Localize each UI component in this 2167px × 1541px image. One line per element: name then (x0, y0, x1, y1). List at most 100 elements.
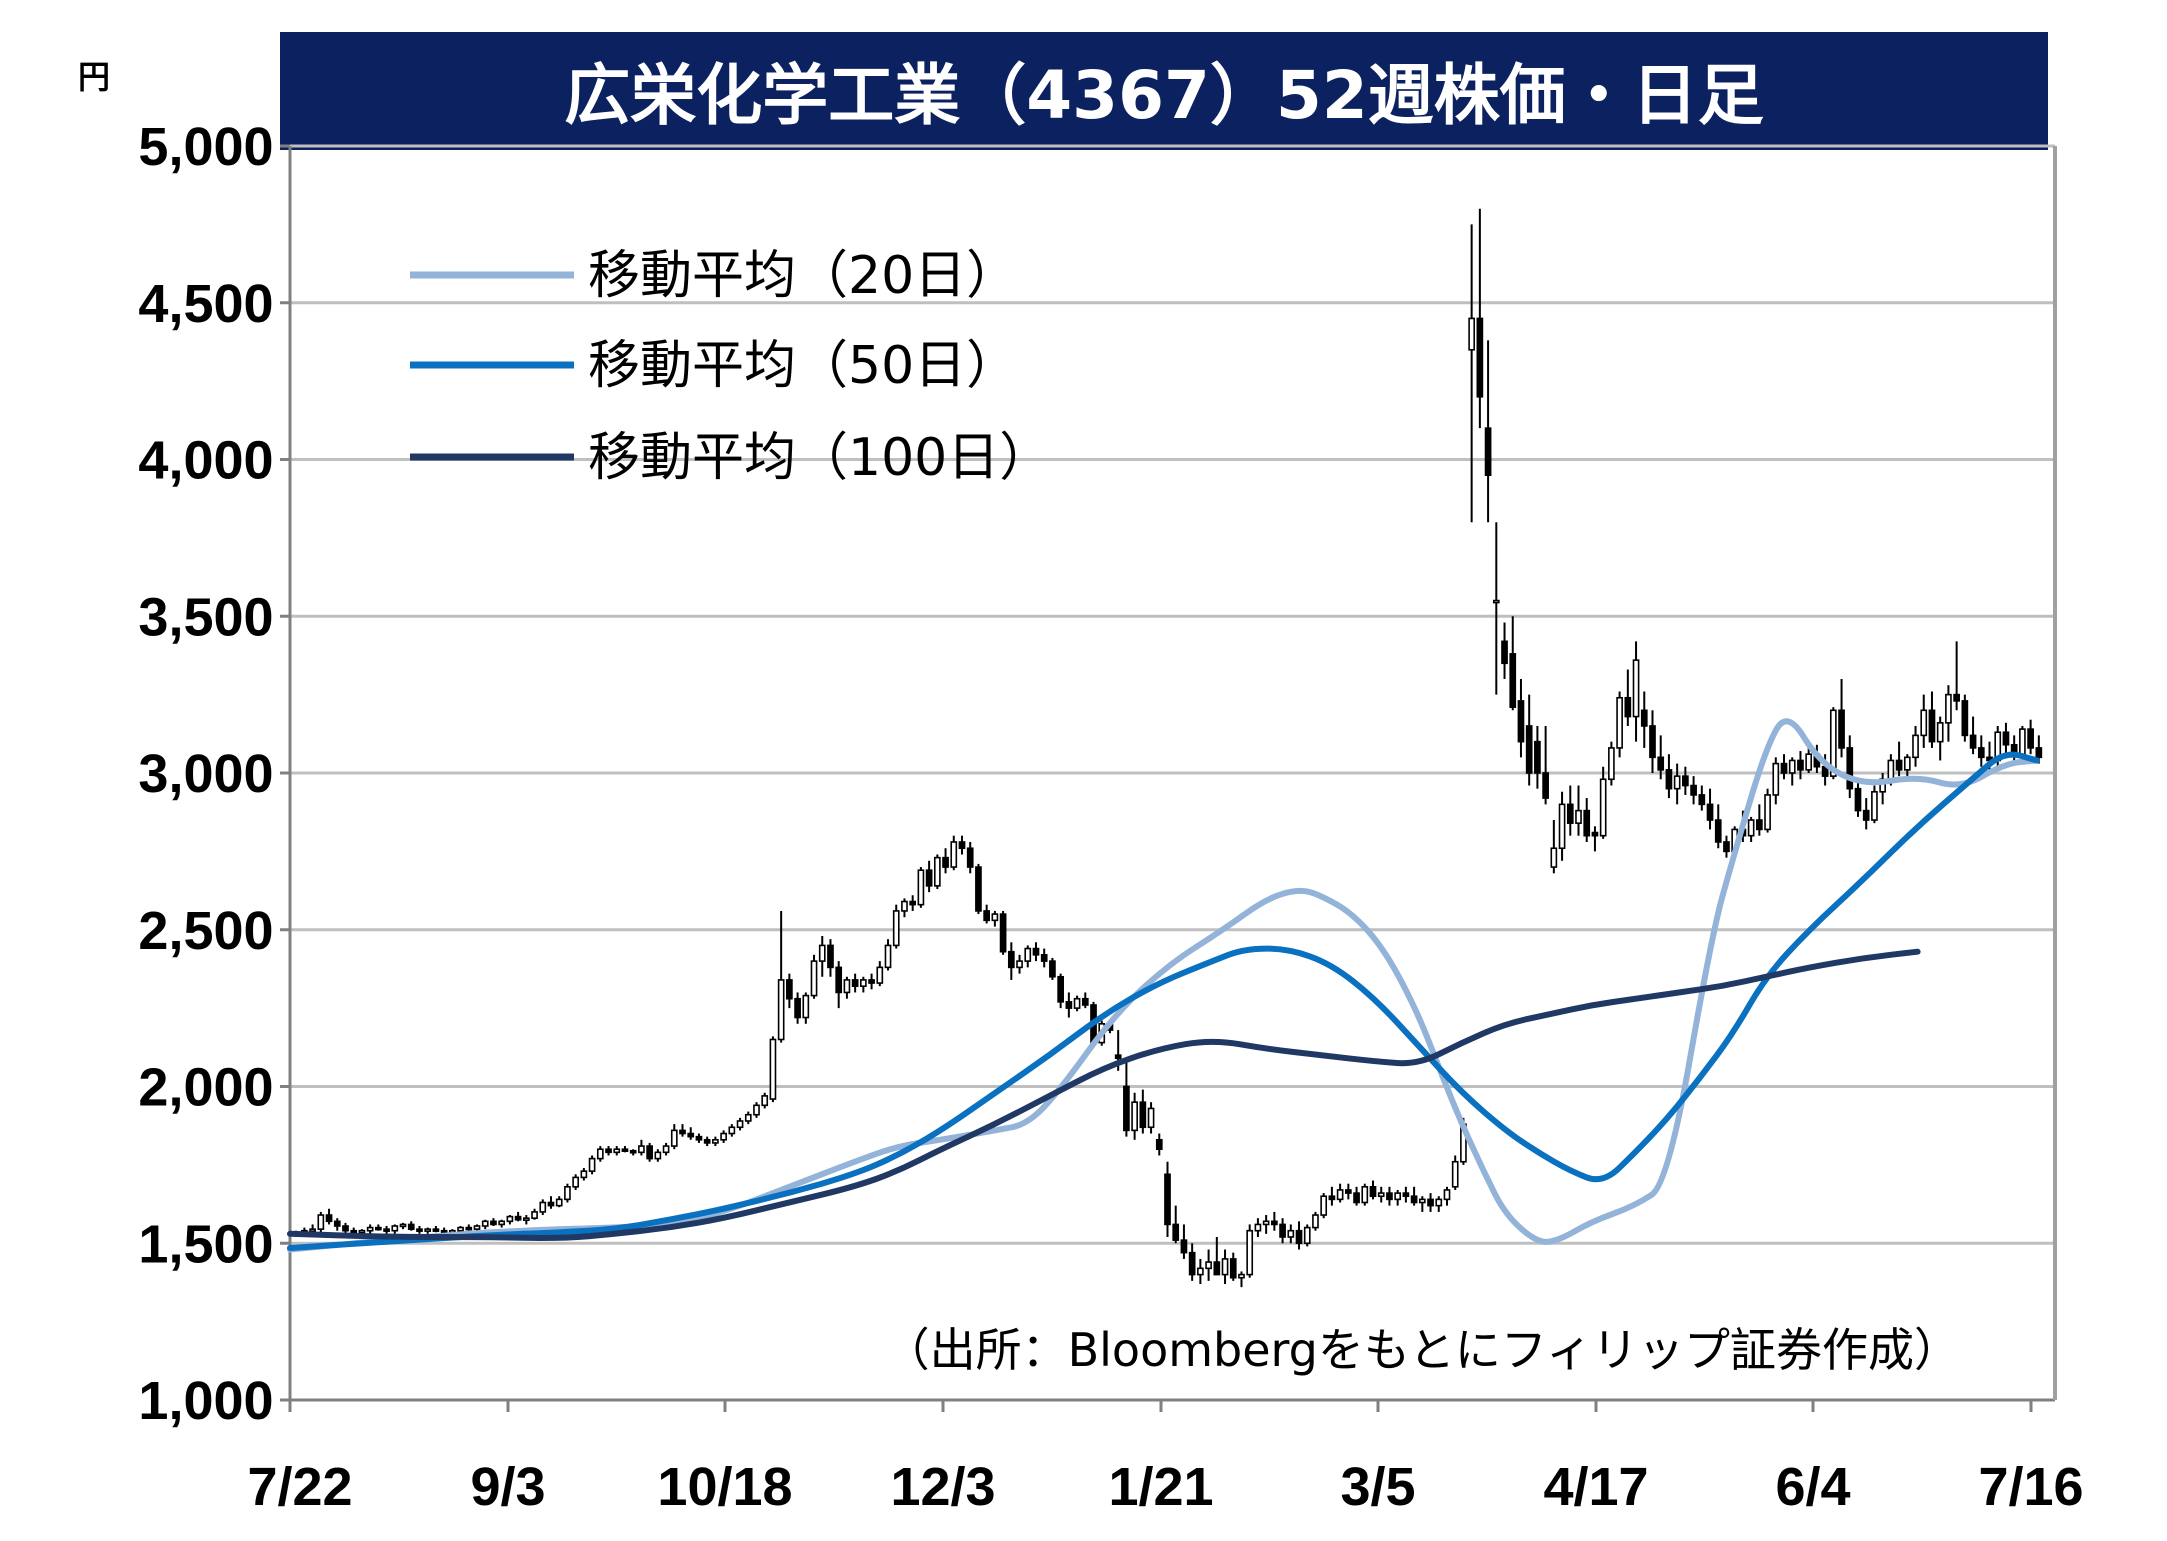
candle-body (1690, 784, 1697, 796)
candle-body (1805, 753, 1813, 771)
candle-body (1418, 1198, 1426, 1204)
candle-body (860, 979, 867, 987)
candle-body (605, 1148, 612, 1154)
candle-body (744, 1113, 752, 1122)
candle-body (1550, 847, 1558, 868)
candle-body (531, 1211, 538, 1219)
candle-body (2019, 728, 2026, 755)
candle-body (1764, 794, 1771, 831)
candle-body (1706, 803, 1714, 821)
y-tick-label: 3,000 (138, 744, 273, 804)
candle-body (1221, 1258, 1229, 1276)
candle-body (1197, 1267, 1204, 1276)
legend-label-ma100: 移動平均（100日） (588, 428, 1051, 488)
candle-body (835, 966, 843, 994)
candle-body (1180, 1239, 1188, 1254)
candle-body (621, 1148, 629, 1152)
candle-body (1213, 1261, 1221, 1276)
candle-body (514, 1215, 522, 1221)
candle-body (309, 1228, 316, 1232)
title-banner (280, 32, 2048, 150)
x-tick-label: 3/5 (1340, 1457, 1415, 1517)
y-unit-label: 円 (78, 58, 110, 96)
candle-body (1303, 1226, 1311, 1245)
candle-body (1723, 841, 1730, 853)
candle-body (2027, 728, 2034, 749)
candle-body (1829, 709, 1837, 777)
candle-body (1912, 734, 1919, 759)
candle-body (687, 1132, 695, 1138)
candle-body (1147, 1107, 1155, 1129)
candle-body (333, 1220, 341, 1227)
candle-body (580, 1170, 588, 1179)
candle-body (1468, 317, 1475, 351)
legend: 移動平均（20日） 移動平均（50日） 移動平均（100日） (410, 246, 1051, 488)
candle-body (786, 979, 793, 1000)
candle-body (1649, 725, 1656, 759)
candle-body (1484, 427, 1492, 476)
candle-body (440, 1229, 448, 1234)
candle-body (1780, 762, 1788, 774)
candle-body (391, 1225, 399, 1232)
candle-body (1073, 997, 1081, 1009)
x-tick-label: 6/4 (1775, 1457, 1850, 1517)
y-axis-ticks: 1,000 1,500 2,000 2,500 3,000 3,500 4,000 4,500… (138, 117, 290, 1431)
candle-body (901, 900, 908, 912)
candle-body (1698, 794, 1706, 806)
candle-body (1854, 787, 1862, 812)
candle-body (892, 910, 900, 947)
candle-body (1501, 640, 1508, 665)
candle-body (1476, 317, 1484, 398)
chart-title: 広栄化学工業（4367）52週株価・日足 (564, 57, 1764, 134)
candle-body (1344, 1189, 1352, 1194)
legend-label-ma50: 移動平均（50日） (588, 336, 1018, 396)
moving-average-lines (287, 718, 2040, 1253)
candle-body (473, 1225, 481, 1230)
candle-body (818, 944, 826, 962)
candle-body (1534, 740, 1541, 774)
candle-body (1451, 1160, 1459, 1188)
candle-body (1007, 950, 1015, 969)
candle-body (1254, 1223, 1262, 1232)
candle-body (1287, 1229, 1295, 1238)
candle-body (1246, 1229, 1254, 1276)
candle-body (1410, 1195, 1418, 1204)
candle-body (999, 913, 1007, 953)
x-tick-label: 1/21 (1108, 1457, 1213, 1517)
candle-body (703, 1138, 711, 1144)
candle-body (1608, 747, 1615, 781)
candle-body (810, 960, 818, 997)
plot-border (288, 146, 2057, 1402)
candle-body (547, 1201, 555, 1207)
x-tick-label: 7/22 (247, 1457, 352, 1517)
candle-body (1155, 1138, 1163, 1151)
candle-body (457, 1226, 464, 1232)
candle-body (1295, 1229, 1303, 1245)
candle-body (1936, 722, 1944, 743)
candle-body (1492, 599, 1500, 604)
candle-body (843, 979, 851, 994)
candle-body (1961, 700, 1969, 737)
candle-body (1920, 709, 1928, 737)
candle-body (966, 847, 974, 868)
candle-body (1172, 1223, 1180, 1241)
candle-body (1575, 809, 1582, 824)
candle-body (909, 900, 917, 906)
candle-body (917, 869, 925, 906)
candle-body (1131, 1101, 1138, 1132)
candle-body (1583, 809, 1591, 837)
candle-body (1312, 1214, 1319, 1229)
candle-body (1353, 1192, 1360, 1204)
candle-body (2002, 731, 2010, 746)
candle-body (1377, 1192, 1385, 1198)
candle-body (1895, 759, 1903, 771)
legend-label-ma20: 移動平均（20日） (588, 246, 1018, 306)
candle-body (613, 1148, 621, 1154)
candle-body (1271, 1220, 1278, 1226)
candle-body (1977, 747, 1985, 759)
candle-body (654, 1151, 662, 1160)
candle-body (933, 856, 941, 887)
candle-body (564, 1186, 571, 1201)
candle-body (1427, 1198, 1434, 1207)
candle-body (1953, 693, 1960, 702)
